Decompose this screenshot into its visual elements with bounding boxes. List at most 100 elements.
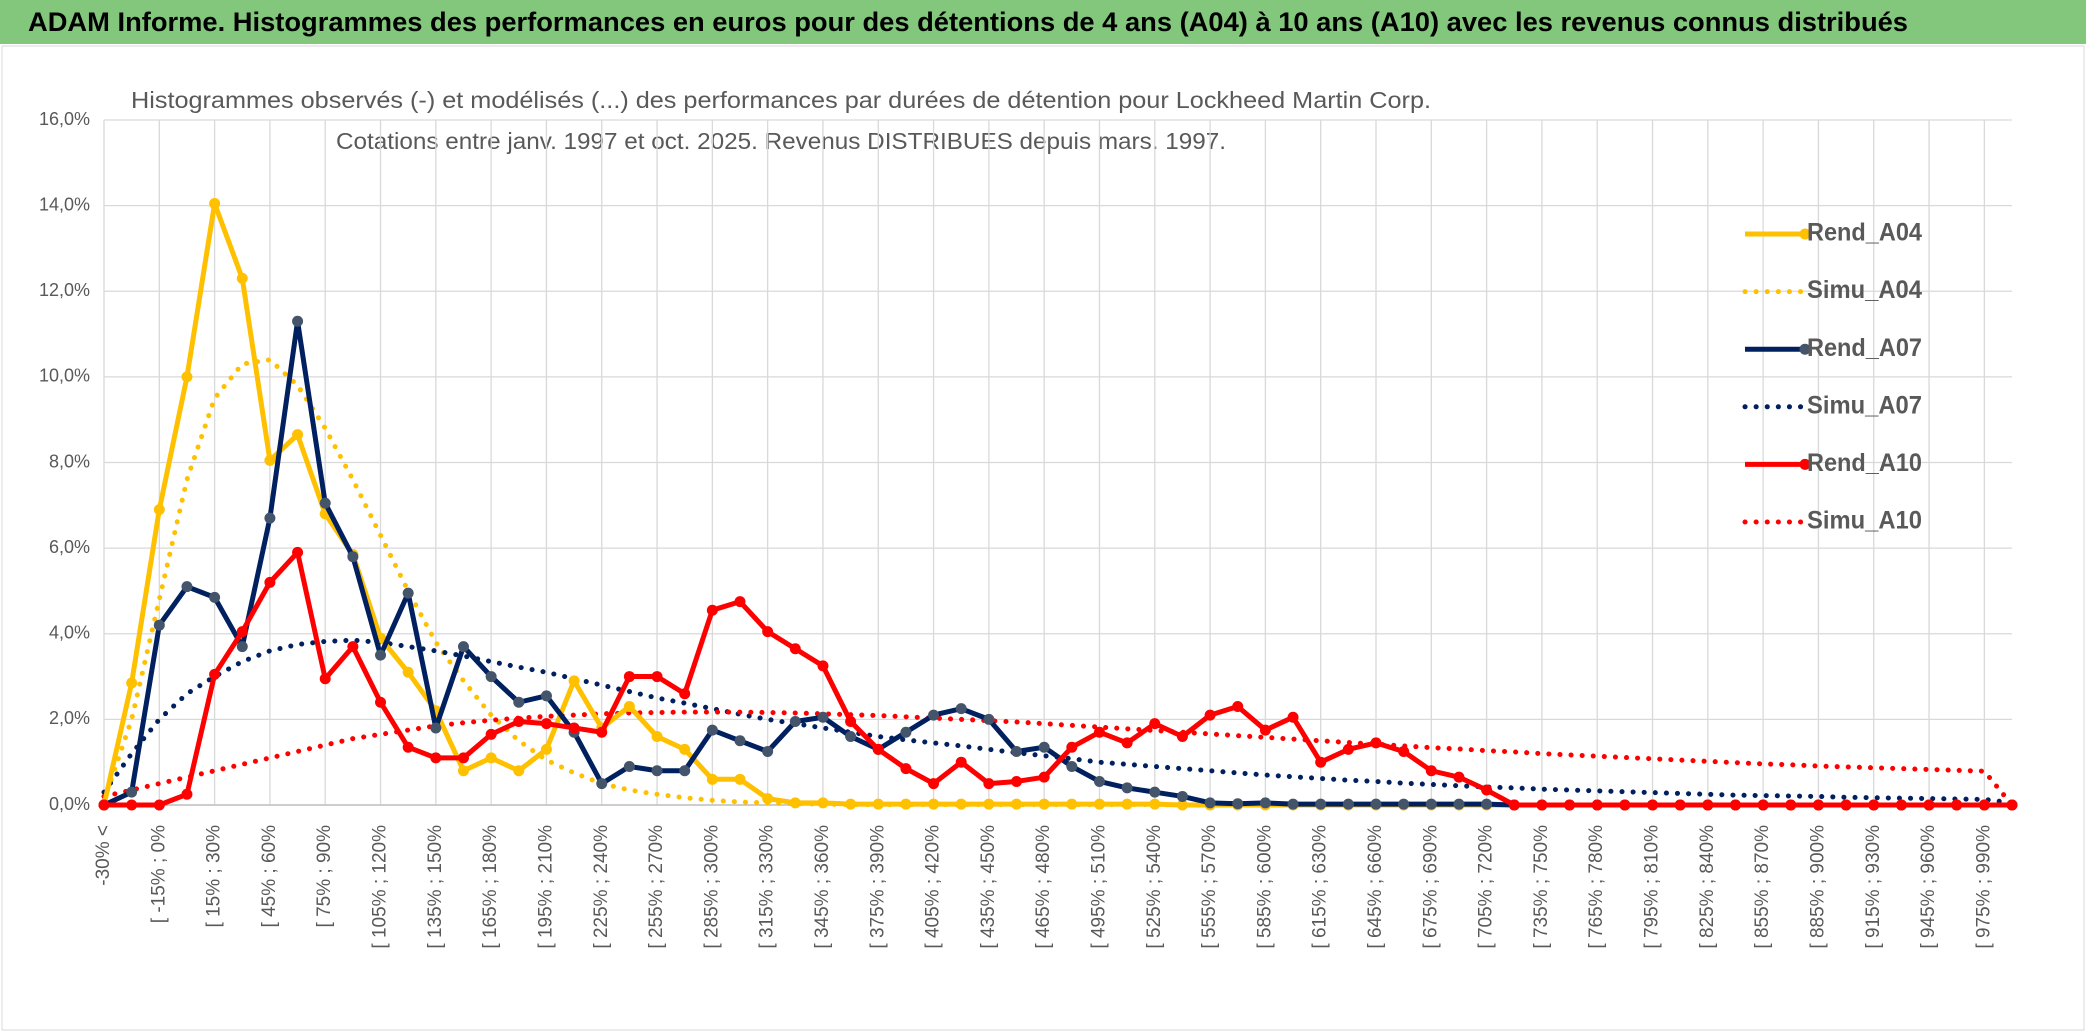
x-tick-label: [ 105% ; 120% — [370, 825, 391, 949]
point — [126, 786, 138, 798]
point — [1757, 799, 1769, 811]
point — [651, 765, 663, 777]
point — [789, 643, 801, 655]
point — [402, 741, 414, 753]
legend-label: Rend_A07 — [1807, 334, 1922, 362]
point — [319, 673, 331, 685]
point — [153, 619, 165, 631]
point — [1729, 799, 1741, 811]
point — [900, 726, 912, 738]
point — [181, 788, 193, 800]
point — [292, 546, 304, 558]
point — [900, 798, 912, 810]
point — [347, 641, 359, 653]
point — [872, 743, 884, 755]
point — [1287, 798, 1299, 810]
x-tick-label: [ 675% ; 690% — [1420, 825, 1441, 949]
point — [568, 722, 580, 734]
y-tick-label: 6,0% — [49, 537, 90, 557]
point — [264, 576, 276, 588]
point — [1398, 745, 1410, 757]
point — [1259, 797, 1271, 809]
point — [153, 799, 165, 811]
point — [1121, 737, 1133, 749]
y-tick-label: 0,0% — [49, 794, 90, 814]
point — [568, 675, 580, 687]
legend-label: Simu_A10 — [1807, 507, 1922, 535]
point — [623, 760, 635, 772]
x-tick-label: [ 585% ; 600% — [1254, 825, 1275, 949]
x-tick-label: [ 225% ; 240% — [591, 825, 612, 949]
x-tick-label: [ 435% ; 450% — [978, 825, 999, 949]
point — [264, 512, 276, 524]
point — [845, 798, 857, 810]
point — [236, 641, 248, 653]
chart-border — [1, 45, 2085, 1031]
point — [1011, 775, 1023, 787]
point — [1812, 799, 1824, 811]
x-tick-label: -30% < — [93, 825, 114, 886]
point — [236, 626, 248, 638]
point — [955, 798, 967, 810]
point — [264, 454, 276, 466]
point — [2006, 799, 2018, 811]
y-tick-label: 10,0% — [39, 366, 90, 386]
point — [1066, 760, 1078, 772]
point — [98, 799, 110, 811]
point — [623, 701, 635, 713]
y-tick-label: 12,0% — [39, 280, 90, 300]
point — [817, 660, 829, 672]
point — [1840, 799, 1852, 811]
point — [513, 765, 525, 777]
point — [679, 688, 691, 700]
point — [126, 677, 138, 689]
point — [292, 429, 304, 441]
point — [292, 315, 304, 327]
point — [1011, 745, 1023, 757]
x-tick-label: [ 45% ; 60% — [259, 825, 280, 928]
x-tick-label: [ 645% ; 660% — [1365, 825, 1386, 949]
x-tick-label: [ 945% ; 960% — [1918, 825, 1939, 949]
x-tick-label: [ 915% ; 930% — [1863, 825, 1884, 949]
point — [1093, 726, 1105, 738]
point — [513, 716, 525, 728]
point — [1398, 798, 1410, 810]
point — [762, 793, 774, 805]
point — [706, 773, 718, 785]
point — [1951, 799, 1963, 811]
x-tick-label: [ 735% ; 750% — [1531, 825, 1552, 949]
point — [1370, 798, 1382, 810]
point — [1453, 798, 1465, 810]
point — [319, 497, 331, 509]
point — [347, 551, 359, 563]
point — [1453, 771, 1465, 783]
point — [1259, 724, 1271, 736]
chart-title: Histogrammes observés (-) et modélisés (… — [131, 87, 1431, 113]
point — [983, 798, 995, 810]
legend-label: Simu_A07 — [1807, 391, 1922, 419]
point — [375, 696, 387, 708]
point — [485, 752, 497, 764]
point — [1425, 765, 1437, 777]
chart-subtitle: Cotations entre janv. 1997 et oct. 2025.… — [336, 128, 1226, 154]
x-tick-label: [ 465% ; 480% — [1033, 825, 1054, 949]
point — [1121, 782, 1133, 794]
point — [679, 765, 691, 777]
point — [1315, 798, 1327, 810]
point — [1315, 756, 1327, 768]
point — [1591, 799, 1603, 811]
point — [734, 773, 746, 785]
x-tick-label: [ 375% ; 390% — [867, 825, 888, 949]
point — [1508, 799, 1520, 811]
point — [1232, 798, 1244, 810]
point — [209, 591, 221, 603]
point — [1066, 741, 1078, 753]
x-tick-label: [ 495% ; 510% — [1088, 825, 1109, 949]
point — [1895, 799, 1907, 811]
point — [540, 718, 552, 730]
legend-marker — [1799, 228, 1811, 240]
point — [1149, 718, 1161, 730]
legend-label: Simu_A04 — [1807, 276, 1922, 304]
x-tick-label: [ 75% ; 90% — [314, 825, 335, 928]
